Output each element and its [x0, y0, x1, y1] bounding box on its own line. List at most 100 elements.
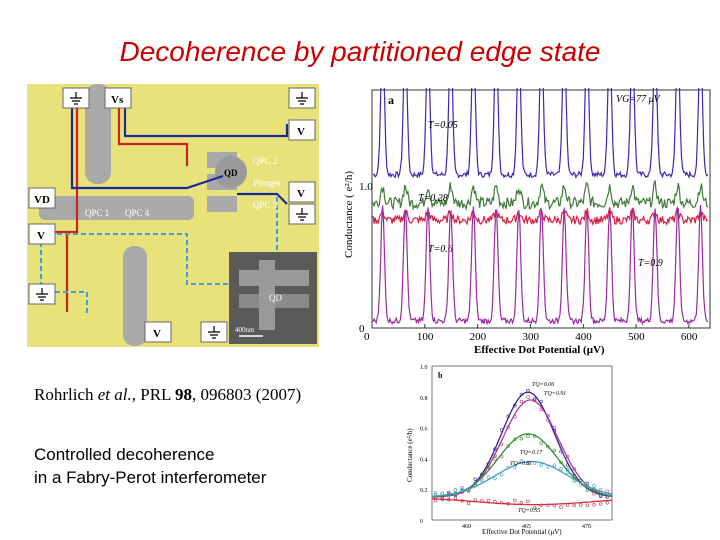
data-point	[572, 474, 576, 479]
data-point	[565, 454, 570, 459]
data-point	[493, 453, 497, 458]
y-tick-label: 0.4	[420, 457, 428, 463]
x-tick-label: 465	[522, 524, 531, 530]
x-tick-label: 100	[417, 331, 434, 343]
x-tick-label: 500	[628, 331, 645, 343]
data-point	[539, 463, 543, 467]
data-point	[526, 499, 530, 504]
data-point	[499, 442, 504, 447]
data-point	[473, 483, 477, 487]
data-point	[519, 399, 524, 404]
data-point	[572, 479, 576, 483]
x-tick-label: 0	[364, 331, 370, 343]
data-point	[579, 503, 583, 507]
conductance-chart-a: a VG=77 μV Conductance ( e²/h) Effective Do…	[343, 88, 711, 356]
data-point	[572, 467, 576, 471]
data-point	[552, 448, 557, 453]
annotation: VG=77 μV	[616, 94, 662, 105]
device-schematic: Vs V V VD V V QPC 1 QPC 4 QPC 2 Plunger …	[27, 84, 319, 347]
data-point	[493, 476, 497, 481]
data-point	[506, 502, 510, 506]
v-right2-label: V	[297, 188, 305, 200]
data-point	[493, 457, 497, 461]
data-point	[480, 499, 484, 503]
plot-frame	[431, 365, 613, 521]
scale-label: 400nm	[235, 326, 255, 334]
panel-label: a	[388, 93, 394, 107]
data-point	[526, 388, 530, 393]
y-tick-label: 1.0	[359, 181, 373, 193]
data-point	[539, 407, 543, 412]
data-point	[526, 434, 530, 438]
data-point	[552, 503, 557, 508]
data-point	[513, 498, 517, 503]
data-point	[486, 498, 491, 503]
v-contact-bottom	[144, 321, 172, 343]
data-point	[433, 498, 438, 503]
y-tick-label: 0	[420, 519, 423, 525]
data-point	[519, 459, 524, 463]
x-axis-label: Effective Dot Potential (μV)	[482, 528, 562, 536]
data-point	[499, 428, 504, 432]
citation-volume: 98	[175, 385, 193, 404]
data-point	[592, 492, 596, 496]
data-point	[519, 392, 524, 397]
data-point	[526, 461, 530, 466]
y-tick-label: 0	[359, 323, 365, 335]
x-tick-label: 400	[575, 331, 592, 343]
data-point	[519, 501, 524, 505]
data-point	[546, 418, 550, 422]
data-point	[513, 403, 517, 408]
slide-title: Decoherence by partitioned edge state	[119, 36, 601, 67]
series-label: TQ=0.91	[544, 391, 566, 397]
data-point	[493, 500, 497, 504]
qpc1-label: QPC 1	[85, 208, 109, 218]
y-tick-label: 0.2	[420, 488, 428, 494]
data-point	[598, 502, 603, 506]
series-label: T=0.6	[428, 244, 453, 255]
v-contact-right1	[288, 119, 316, 141]
data-point	[559, 466, 563, 471]
data-point	[486, 465, 491, 469]
fit-curve	[431, 498, 613, 506]
data-point	[539, 399, 543, 404]
qd-label: QD	[224, 168, 238, 178]
data-point	[592, 484, 596, 488]
citation-authors: Rohrlich	[34, 385, 94, 404]
plunger-label: Plunger	[253, 178, 281, 188]
data-point	[585, 488, 590, 492]
data-point	[466, 501, 471, 505]
data-point	[480, 478, 484, 482]
conductance-chart-b: b Conductance (e²/h) Effective Dot Potenti…	[406, 365, 613, 536]
data-point	[519, 436, 524, 441]
data-point	[579, 478, 583, 483]
data-point	[565, 470, 570, 474]
data-point	[532, 506, 537, 510]
y-axis-label: Conductance (e²/h)	[406, 428, 414, 482]
data-point	[539, 503, 543, 508]
x-tick-label: 460	[462, 524, 471, 530]
v-bottom-label: V	[153, 328, 161, 340]
series-line	[372, 88, 709, 179]
data-point	[499, 473, 504, 477]
data-point	[440, 496, 444, 500]
data-point	[499, 454, 504, 459]
data-point	[539, 441, 543, 445]
x-tick-label: 600	[681, 331, 698, 343]
data-point	[559, 505, 563, 509]
data-point	[546, 444, 550, 449]
y-axis-label: Conductance ( e²/h)	[343, 171, 355, 258]
citation-rest: , 096803 (2007)	[192, 385, 302, 404]
data-point	[453, 496, 458, 501]
citation: Rohrlich et al., PRL 98, 096803 (2007)	[34, 385, 301, 405]
data-point	[565, 463, 570, 467]
data-point	[532, 398, 537, 403]
data-point	[513, 414, 517, 419]
data-point	[605, 495, 609, 499]
inset-qd-label: QD	[269, 293, 282, 303]
citation-etal: et al.	[97, 385, 132, 404]
data-point	[486, 475, 491, 479]
data-point	[466, 487, 471, 491]
series-label: TQ=0.81	[510, 461, 532, 467]
v-contact-left	[28, 223, 56, 245]
